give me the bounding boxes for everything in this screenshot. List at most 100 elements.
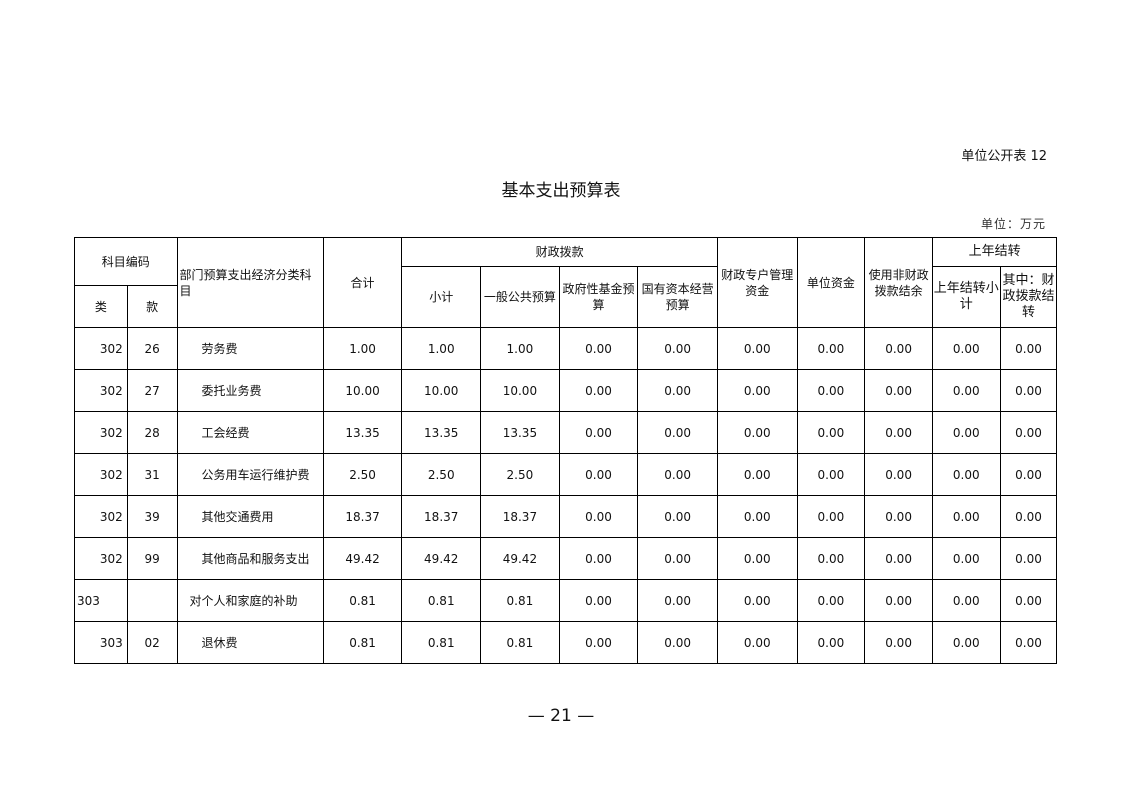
value-cell: 0.00	[637, 621, 718, 664]
value-cell: 0.81	[480, 579, 560, 622]
value-cell: 10.00	[322, 369, 403, 412]
table-row: 302 27 委托业务费 10.00 10.00 10.00 0.00 0.00 0.00 0.0…	[74, 369, 1122, 412]
header-subtotal: 小计	[401, 266, 482, 328]
form-code: 单位公开表 12	[961, 149, 1047, 164]
value-cell: 0.00	[637, 537, 718, 580]
subject-name-cell: 退休费	[176, 621, 324, 664]
value-cell: 0.81	[322, 579, 403, 622]
item-cell: 27	[126, 369, 178, 412]
value-cell: 0.00	[796, 537, 866, 580]
value-cell: 1.00	[480, 327, 560, 370]
table-row: 302 28 工会经费 13.35 13.35 13.35 0.00 0.00 0.00 0.00…	[74, 411, 1122, 454]
value-cell: 0.00	[864, 453, 933, 496]
value-cell: 0.00	[716, 327, 798, 370]
page-number: — 21 —	[527, 706, 595, 726]
value-cell: 0.00	[637, 411, 718, 454]
value-cell: 18.37	[480, 495, 560, 538]
table-row: 302 26 劳务费 1.00 1.00 1.00 0.00 0.00 0.00 0.00 0.00…	[74, 327, 1122, 370]
subject-name-cell: 对个人和家庭的补助	[176, 579, 324, 622]
value-cell: 49.42	[322, 537, 403, 580]
header-item: 款	[126, 285, 178, 328]
unit-label: 单位：万元	[980, 217, 1046, 231]
value-cell: 0.00	[637, 327, 718, 370]
value-cell: 0.00	[558, 495, 639, 538]
value-cell: 0.00	[864, 411, 933, 454]
value-cell: 49.42	[401, 537, 482, 580]
value-cell: 0.00	[716, 537, 798, 580]
value-cell: 0.00	[931, 369, 1001, 412]
subject-name-cell: 公务用车运行维护费	[176, 453, 324, 496]
value-cell: 0.00	[716, 411, 798, 454]
value-cell: 2.50	[401, 453, 482, 496]
value-cell: 0.00	[864, 327, 933, 370]
value-cell: 0.00	[864, 621, 933, 664]
value-cell: 0.00	[864, 537, 933, 580]
value-cell: 0.00	[999, 495, 1058, 538]
page-title: 基本支出预算表	[501, 181, 621, 201]
budget-table: 科目编码 部门预算支出经济分类科目 合计 财政拨款 财政专户管理资金 单位资金 …	[74, 237, 1122, 664]
value-cell: 0.00	[931, 411, 1001, 454]
header-carryover: 上年结转	[931, 237, 1058, 267]
value-cell: 0.00	[637, 495, 718, 538]
class-cell: 302	[74, 453, 128, 496]
table-row: 303 对个人和家庭的补助 0.81 0.81 0.81 0.00 0.00 0.00 0.00…	[74, 579, 1122, 622]
value-cell: 0.00	[999, 579, 1058, 622]
class-cell: 303	[74, 621, 128, 664]
value-cell: 0.00	[931, 621, 1001, 664]
value-cell: 10.00	[401, 369, 482, 412]
value-cell: 0.00	[716, 495, 798, 538]
value-cell: 0.00	[716, 621, 798, 664]
value-cell: 0.00	[716, 369, 798, 412]
value-cell: 18.37	[401, 495, 482, 538]
header-special-account: 财政专户管理资金	[716, 237, 798, 328]
subject-name-cell: 其他交通费用	[176, 495, 324, 538]
table-row: 302 31 公务用车运行维护费 2.50 2.50 2.50 0.00 0.00 0.00 0.…	[74, 453, 1122, 496]
value-cell: 0.81	[322, 621, 403, 664]
value-cell: 0.00	[796, 579, 866, 622]
value-cell: 1.00	[401, 327, 482, 370]
value-cell: 0.00	[558, 453, 639, 496]
value-cell: 0.00	[999, 537, 1058, 580]
value-cell: 13.35	[322, 411, 403, 454]
class-cell: 303	[74, 579, 128, 622]
value-cell: 0.00	[796, 411, 866, 454]
value-cell: 0.00	[931, 495, 1001, 538]
value-cell: 2.50	[322, 453, 403, 496]
header-subject-code: 科目编码	[74, 237, 178, 286]
header-class: 类	[74, 285, 128, 328]
item-cell: 31	[126, 453, 178, 496]
header-non-fiscal: 使用非财政拨款结余	[864, 237, 933, 328]
value-cell: 10.00	[480, 369, 560, 412]
item-cell: 02	[126, 621, 178, 664]
class-cell: 302	[74, 327, 128, 370]
class-cell: 302	[74, 537, 128, 580]
value-cell: 0.00	[931, 453, 1001, 496]
header-unit-funds: 单位资金	[796, 237, 866, 328]
header-fiscal: 财政拨款	[401, 237, 718, 267]
value-cell: 0.00	[637, 453, 718, 496]
value-cell: 2.50	[480, 453, 560, 496]
value-cell: 0.00	[999, 369, 1058, 412]
value-cell: 0.00	[864, 369, 933, 412]
value-cell: 18.37	[322, 495, 403, 538]
item-cell: 26	[126, 327, 178, 370]
class-cell: 302	[74, 411, 128, 454]
value-cell: 0.00	[796, 453, 866, 496]
table-row: 302 39 其他交通费用 18.37 18.37 18.37 0.00 0.00 0.00 0.…	[74, 495, 1122, 538]
value-cell: 13.35	[401, 411, 482, 454]
value-cell: 0.00	[558, 369, 639, 412]
item-cell	[126, 579, 178, 622]
table-row: 303 02 退休费 0.81 0.81 0.81 0.00 0.00 0.00 0.00 0.00…	[74, 621, 1122, 664]
value-cell: 0.00	[558, 537, 639, 580]
header-carry-subtotal: 上年结转小计	[931, 266, 1001, 328]
header-carry-fiscal: 其中：财政拨款结转	[999, 266, 1058, 328]
header-total: 合计	[322, 237, 403, 328]
item-cell: 39	[126, 495, 178, 538]
value-cell: 0.00	[796, 495, 866, 538]
value-cell: 0.00	[558, 411, 639, 454]
subject-name-cell: 劳务费	[176, 327, 324, 370]
value-cell: 49.42	[480, 537, 560, 580]
value-cell: 0.00	[716, 579, 798, 622]
value-cell: 0.00	[558, 327, 639, 370]
